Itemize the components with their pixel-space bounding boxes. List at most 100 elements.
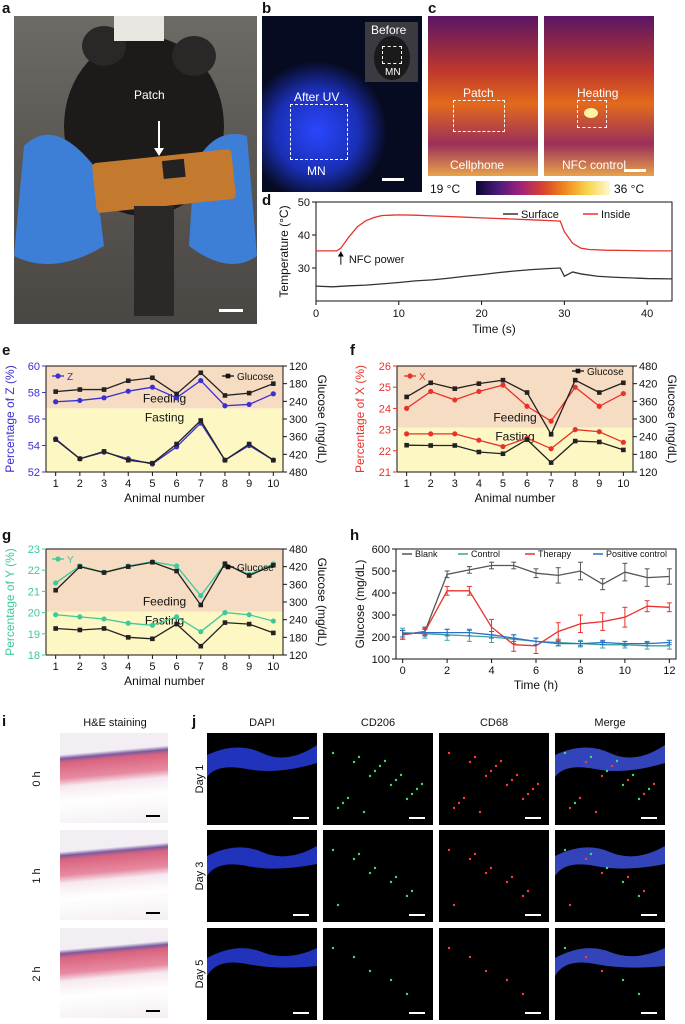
cell-signal	[521, 992, 525, 996]
x-tick-label: 1	[404, 478, 410, 490]
data-point-glucose-fasting	[53, 626, 58, 631]
cell-signal	[494, 764, 498, 768]
data-point-glucose-fasting	[428, 443, 434, 448]
y-tick-label: 30	[298, 263, 310, 275]
y-tick-label: 20	[28, 608, 40, 620]
scale-bar	[409, 817, 425, 819]
x-tick-label: 1	[53, 478, 59, 490]
y-tick-label: 26	[379, 361, 391, 373]
data-point-glucose-feeding	[53, 389, 58, 394]
fluorescence-image	[555, 733, 665, 825]
legend-label-glucose: Glucose	[237, 372, 274, 383]
fluorescence-row-label: Day 5	[194, 959, 206, 989]
colorbar-max-label: 36 °C	[614, 182, 645, 196]
he-row-label: 1 h	[31, 868, 43, 884]
x-tick-label: 3	[101, 478, 107, 490]
cell-signal	[452, 806, 456, 810]
mn-small-label: MN	[385, 67, 401, 78]
data-point-y-fasting	[149, 622, 156, 628]
data-point-glucose-fasting	[198, 418, 204, 423]
he-stain-image	[60, 830, 168, 920]
data-point-z-feeding	[222, 403, 228, 409]
y-right-tick-label: 300	[289, 414, 307, 426]
scale-bar	[641, 914, 657, 916]
scale-bar	[146, 815, 160, 817]
fluorescence-image	[555, 928, 665, 1020]
cell-signal	[605, 769, 609, 773]
cell-signal	[447, 848, 451, 852]
data-point-glucose-fasting	[476, 449, 482, 455]
panel-label-f: f	[350, 342, 355, 359]
y-axis-label: Temperature (°C)	[277, 205, 291, 297]
cell-signal	[410, 792, 414, 796]
series-line-glucose-feeding	[406, 379, 624, 436]
annotation-label: NFC power	[349, 254, 405, 266]
x-tick-label: 8	[577, 665, 583, 677]
feeding-region	[397, 366, 633, 428]
cell-signal	[331, 946, 335, 950]
cell-signal	[415, 787, 419, 791]
fluorescence-column-title: Merge	[594, 717, 626, 729]
x-tick-label: 6	[174, 661, 180, 673]
data-point-y-fasting	[53, 612, 59, 618]
x-tick-label: 8	[222, 661, 228, 673]
y-tick-label: 52	[28, 467, 40, 479]
data-point-x-feeding	[500, 382, 506, 388]
y-tick-label: 600	[372, 544, 390, 556]
data-point-y-fasting	[173, 614, 180, 620]
data-point-z-feeding	[77, 397, 83, 404]
tissue-signal	[555, 948, 665, 976]
thermal-image-nfc: Heating NFC control	[544, 16, 654, 176]
series-line-therapy	[402, 590, 670, 647]
cell-signal	[600, 969, 604, 973]
data-point-glucose-feeding	[621, 380, 626, 386]
series-line-z-feeding	[55, 379, 274, 407]
heating-label: Heating	[577, 86, 619, 100]
tissue-signal	[207, 745, 317, 777]
cell-signal	[484, 774, 488, 778]
y-tick-label: 22	[379, 446, 391, 458]
cell-signal	[605, 866, 609, 870]
y-tick-label: 23	[28, 544, 40, 556]
cell-signal	[373, 769, 377, 773]
he-title: H&E staining	[83, 717, 147, 729]
x-tick-label: 9	[246, 478, 252, 490]
y-right-tick-label: 180	[639, 449, 657, 461]
data-point-glucose-feeding	[548, 432, 554, 437]
data-point-glucose-fasting	[271, 630, 276, 636]
uv-photo: Before MN After UV MN	[262, 16, 422, 192]
fluorescence-row-label: Day 1	[194, 764, 206, 794]
legend-marker-glucose	[225, 373, 231, 379]
before-label: Before	[371, 23, 407, 37]
cell-signal	[346, 796, 350, 800]
x-tick-label: 40	[641, 308, 653, 320]
cell-signal	[578, 796, 582, 800]
data-point-y-fasting	[77, 614, 83, 620]
patch-label: Patch	[134, 88, 165, 102]
series-line-glucose-fasting	[55, 621, 274, 648]
fluorescence-column-title: CD206	[360, 717, 396, 729]
before-roi	[382, 46, 402, 64]
cell-signal	[399, 773, 403, 777]
series-line-glucose-feeding	[55, 371, 274, 397]
x-tick-label: 4	[125, 661, 131, 673]
series-line-x-fasting	[406, 428, 624, 450]
y-tick-label: 58	[28, 388, 40, 400]
cell-signal	[584, 760, 588, 764]
fasting-region	[46, 408, 283, 472]
y-tick-label: 21	[28, 586, 40, 598]
cell-signal	[563, 751, 567, 755]
cell-signal	[568, 806, 572, 810]
cell-signal	[368, 871, 372, 875]
x-tick-label: 30	[558, 308, 570, 320]
y-right-tick-label: 480	[289, 467, 307, 479]
data-point-y-feeding	[53, 580, 59, 586]
data-point-glucose-fasting	[548, 460, 554, 465]
panel-label-j: j	[192, 713, 197, 730]
x-tick-label: 7	[198, 661, 204, 673]
fasting-label: Fasting	[145, 410, 184, 424]
y-tick-label: 54	[28, 441, 40, 453]
y-tick-label: 60	[28, 361, 40, 373]
cell-signal	[394, 778, 398, 782]
y-right-tick-label: 180	[289, 379, 307, 391]
